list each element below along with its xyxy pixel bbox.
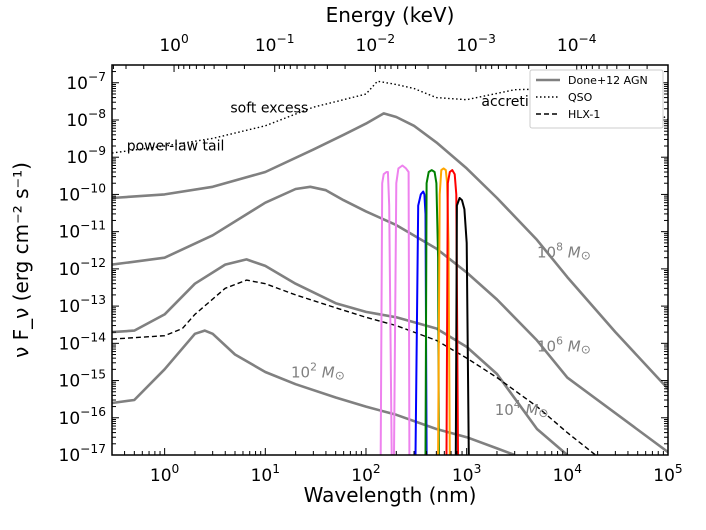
x-tick-label: 101 [251, 462, 280, 486]
legend-label: Done+12 AGN [568, 74, 648, 87]
mass-label: 102 M⊙ [291, 361, 345, 383]
top-tick-label: 10−3 [456, 32, 496, 56]
series-line [445, 169, 459, 455]
top-tick-label: 10−2 [356, 32, 396, 56]
series-line [379, 164, 411, 455]
series-line [112, 258, 569, 455]
mass-label: 104 M⊙ [495, 398, 549, 420]
y-tick-label: 10−14 [59, 330, 107, 354]
x-tick-label: 100 [150, 462, 179, 486]
y-tick-label: 10−8 [66, 107, 106, 131]
y-tick-label: 10−16 [59, 405, 107, 429]
y-axis-label: ν F_ν (erg cm⁻² s⁻¹) [9, 162, 33, 358]
series-layer [112, 80, 668, 455]
series-line [112, 279, 597, 455]
annotation-text: power-law tail [127, 139, 225, 155]
legend-label: HLX-1 [568, 108, 600, 121]
plot-frame [111, 64, 669, 456]
x-tick-label: 103 [452, 462, 481, 486]
y-tick-label: 10−15 [59, 368, 106, 392]
mass-label: 106 M⊙ [537, 335, 591, 357]
legend-box [529, 69, 664, 129]
x-axis-label: Wavelength (nm) [304, 483, 477, 507]
y-tick-label: 10−13 [59, 293, 106, 317]
top-tick-label: 100 [159, 32, 188, 56]
x-tick-label: 104 [553, 462, 583, 486]
x-tick-label: 105 [653, 462, 682, 486]
mass-label: 108 M⊙ [537, 241, 591, 263]
top-tick-label: 10−4 [557, 32, 597, 56]
top-tick-label: 10−1 [255, 32, 295, 56]
series-line [112, 112, 668, 390]
y-tick-label: 10−10 [59, 181, 106, 205]
legend-label: QSO [568, 91, 593, 104]
annotation-text: soft excess [230, 100, 308, 116]
y-tick-label: 10−17 [59, 442, 106, 466]
top-axis-label: Energy (keV) [326, 3, 455, 27]
y-tick-label: 10−7 [66, 70, 106, 94]
series-line [112, 185, 668, 454]
legend: Done+12 AGN QSO HLX-1 [529, 69, 664, 129]
series-line [454, 197, 470, 455]
series-line [424, 169, 440, 455]
x-tick-label: 102 [351, 462, 380, 486]
y-tick-label: 10−9 [66, 144, 106, 168]
tick-layer: 100 101 102 103 104 105 10−17 10−16 10−15 10−14 10… [59, 32, 683, 486]
y-tick-label: 10−12 [59, 256, 106, 280]
series-line [112, 329, 516, 455]
y-tick-label: 10−11 [59, 219, 106, 243]
